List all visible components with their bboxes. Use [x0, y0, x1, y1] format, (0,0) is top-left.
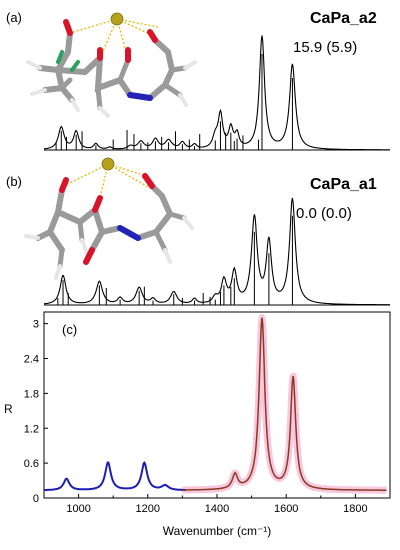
molecule-a [26, 12, 197, 118]
x-tick-label: 1000 [66, 503, 90, 515]
panel-c-highlight [179, 314, 390, 494]
y-tick-label: 0.6 [24, 458, 39, 470]
y-tick-label: 3 [33, 319, 39, 331]
panel-b: (b) CaPa_a1 0.0 (0.0) [6, 157, 390, 306]
panel-c-frame [43, 311, 391, 499]
spectrum-line [43, 197, 390, 306]
x-tick-label: 1200 [136, 503, 160, 515]
x-tick-label: 1800 [343, 503, 367, 515]
spectrum-line [44, 35, 390, 151]
y-tick-label: 1.2 [24, 423, 39, 435]
highlight-band [179, 314, 390, 494]
panel-c: (c) 1000 1200 1400 1600 1800 0 0.6 1.2 1.8 2.4 3 R… [4, 311, 391, 538]
x-tick-label: 1600 [274, 503, 298, 515]
panel-a: (a) CaPa_a2 15.9 (5.9) [6, 10, 390, 151]
panel-a-relative-energy: 15.9 (5.9) [293, 39, 357, 56]
y-tick-label: 0 [33, 493, 39, 505]
panel-b-label: (b) [6, 174, 22, 189]
panel-b-spectrum [43, 197, 390, 306]
molecule-b [24, 157, 194, 280]
y-tick-label: 2.4 [24, 354, 39, 366]
y-axis-label: R [4, 402, 13, 416]
panel-a-structure-name: CaPa_a2 [310, 10, 377, 27]
series-red-line [182, 317, 387, 491]
x-tick-label: 1400 [205, 503, 229, 515]
panel-a-spectrum [44, 35, 390, 151]
panel-c-axes: 1000 1200 1400 1600 1800 0 0.6 1.2 1.8 2.4 3 [24, 319, 391, 515]
panel-b-structure-name: CaPa_a1 [310, 176, 377, 193]
panel-a-label: (a) [6, 10, 22, 25]
panel-c-spectra [43, 317, 387, 492]
series-blue-line [43, 460, 186, 492]
panel-b-relative-energy: 0.0 (0.0) [296, 205, 352, 222]
panel-c-label: (c) [62, 322, 77, 337]
y-tick-label: 1.8 [24, 388, 39, 400]
x-axis-label: Wavenumber (cm⁻¹) [163, 524, 272, 538]
